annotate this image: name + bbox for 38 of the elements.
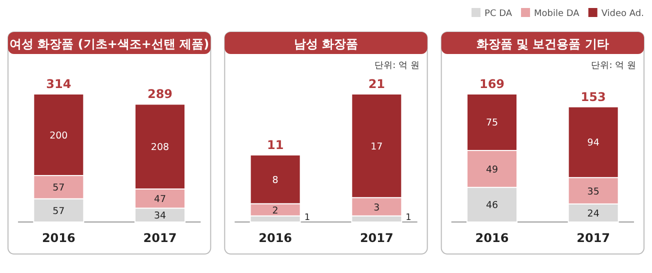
legend-label: Video Ad. xyxy=(601,9,644,19)
total-label: 153 xyxy=(580,90,606,104)
x-tick-label: 2017 xyxy=(360,231,394,245)
chart-subtitle: 단위: 억 원 xyxy=(591,61,636,71)
data-label: 200 xyxy=(50,130,68,142)
data-label: 57 xyxy=(52,206,65,217)
data-label: 75 xyxy=(486,118,498,129)
chart-subtitle: 단위: 억 원 xyxy=(374,61,420,71)
data-label: 46 xyxy=(486,200,498,212)
chart-title: 화장품 및 보건용품 기타 xyxy=(476,37,609,51)
data-label: 1 xyxy=(406,213,412,223)
chart-title: 남성 화장품 xyxy=(294,37,358,51)
chart-title: 여성 화장품 (기초+색조+선탠 제품) xyxy=(10,37,210,51)
data-label: 47 xyxy=(154,194,166,206)
data-label: 34 xyxy=(154,210,166,222)
x-tick-label: 2016 xyxy=(42,231,76,245)
data-label: 3 xyxy=(374,202,380,214)
data-label: 17 xyxy=(370,141,383,152)
data-label: 208 xyxy=(150,142,170,154)
data-label: 1 xyxy=(304,213,310,223)
total-label: 169 xyxy=(479,77,505,91)
data-label: 8 xyxy=(272,174,278,186)
data-label: 57 xyxy=(52,182,65,194)
data-label: 2 xyxy=(272,205,278,216)
legend-label: Mobile DA xyxy=(534,9,580,19)
x-tick-label: 2016 xyxy=(258,231,292,245)
x-tick-label: 2017 xyxy=(576,231,610,245)
total-label: 314 xyxy=(46,77,72,91)
data-label: 49 xyxy=(486,164,498,176)
x-tick-label: 2016 xyxy=(475,231,509,245)
total-label: 21 xyxy=(368,77,386,91)
total-label: 289 xyxy=(147,87,173,102)
total-label: 11 xyxy=(266,138,284,152)
data-label: 35 xyxy=(587,186,600,198)
x-tick-label: 2017 xyxy=(143,231,177,245)
data-label: 94 xyxy=(587,138,600,149)
data-label: 24 xyxy=(587,208,600,220)
legend-label: PC DA xyxy=(484,9,513,19)
